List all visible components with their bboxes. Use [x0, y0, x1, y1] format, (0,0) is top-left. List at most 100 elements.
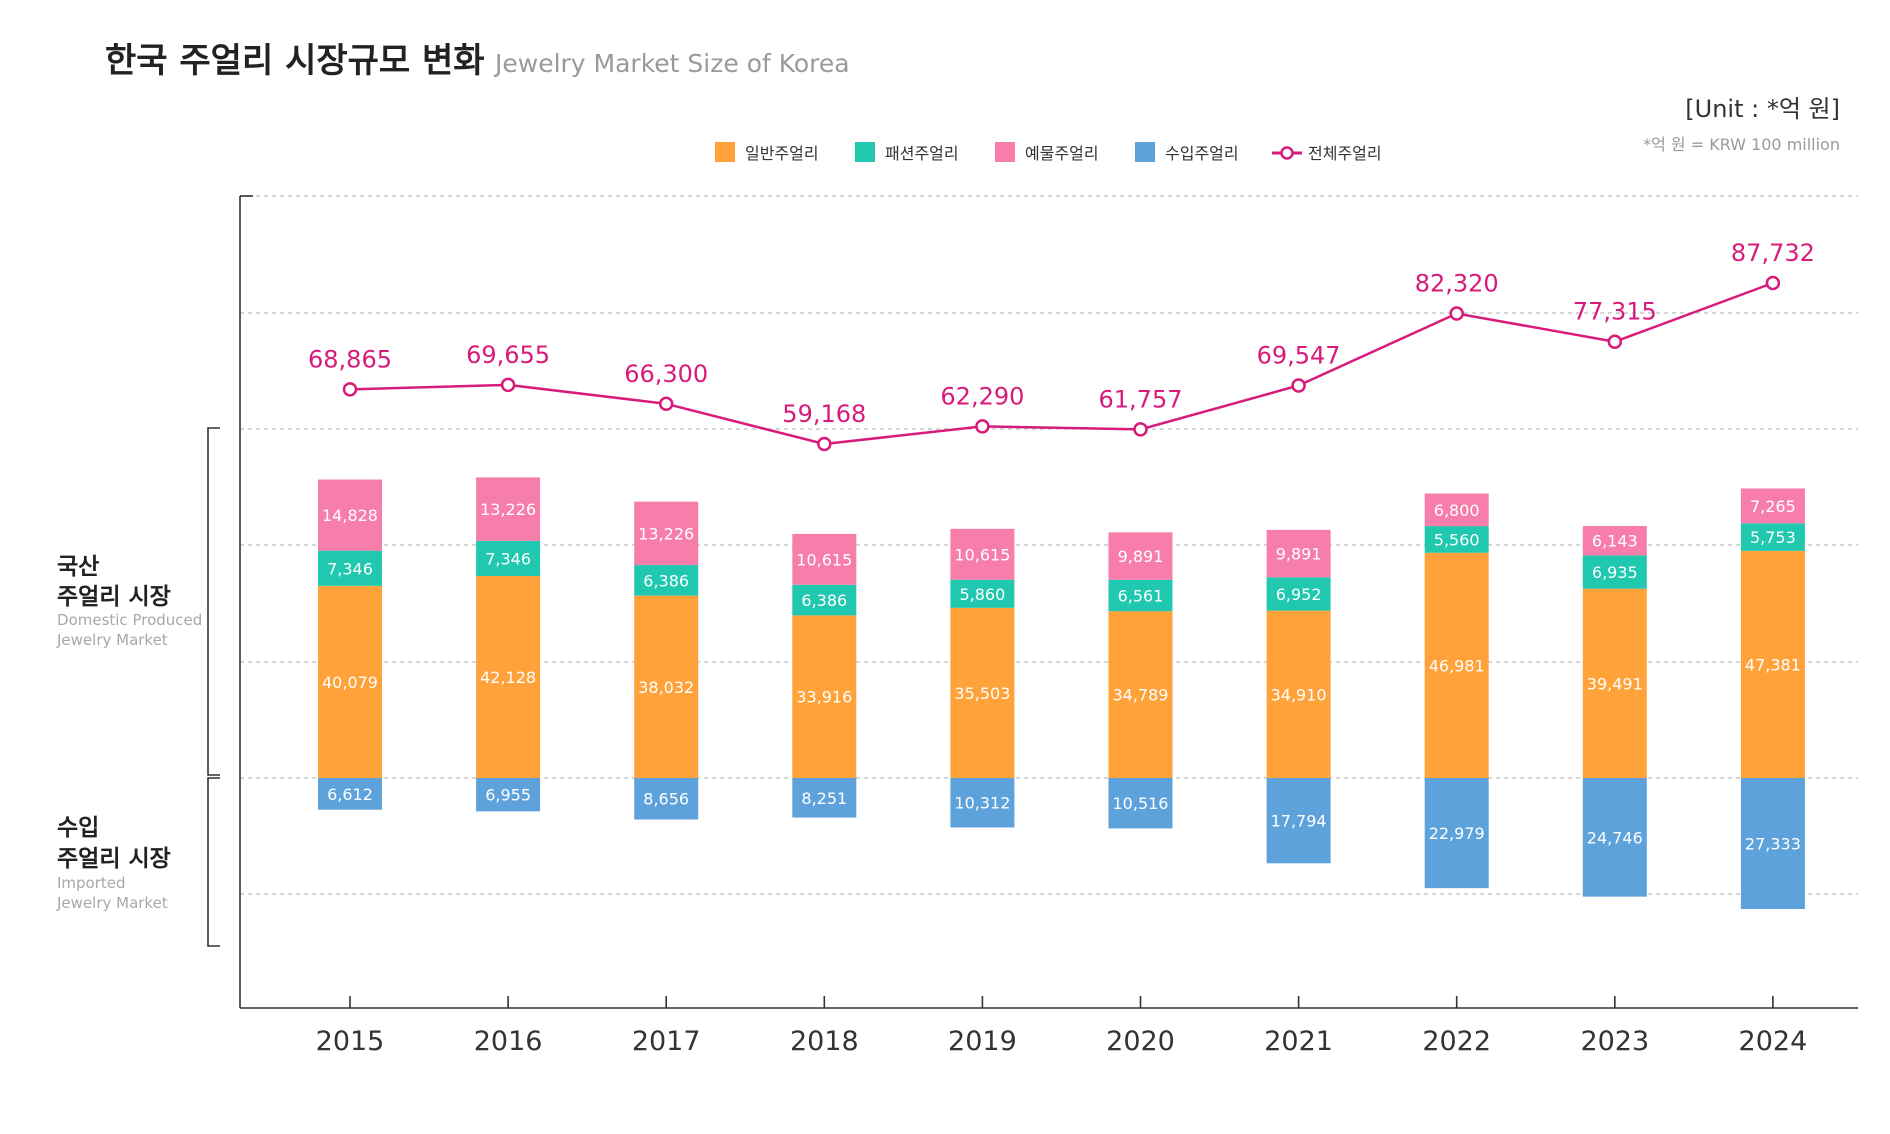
bar-wedding-2018 — [792, 533, 857, 585]
bar-fashion-2019 — [950, 579, 1015, 608]
x-tick-label-2024: 2024 — [1739, 1026, 1808, 1057]
total-label-2019: 62,290 — [940, 382, 1024, 410]
bar-general-2022 — [1424, 552, 1489, 778]
bar-imported-2021 — [1266, 778, 1331, 864]
bar-wedding-2024 — [1740, 488, 1805, 524]
legend-item-0: 일반주얼리 — [715, 142, 819, 163]
bar-label-wedding-2021: 9,891 — [1276, 545, 1322, 564]
bar-label-general-2021: 34,910 — [1271, 685, 1327, 704]
imported-label-kr-1: 수입 — [57, 815, 99, 841]
bar-wedding-2015 — [318, 479, 382, 551]
x-axis-ticks — [349, 996, 1774, 1008]
bar-label-general-2020: 34,789 — [1113, 686, 1169, 705]
bar-label-imported-2019: 10,312 — [954, 794, 1010, 813]
bar-label-fashion-2020: 6,561 — [1118, 586, 1164, 605]
bar-wedding-2021 — [1266, 529, 1331, 578]
bar-label-fashion-2022: 5,560 — [1434, 530, 1480, 549]
bar-label-fashion-2018: 6,386 — [801, 591, 847, 610]
domestic-label-en-2: Jewelry Market — [56, 631, 168, 649]
domestic-label-kr-2: 주얼리 시장 — [57, 584, 171, 610]
bar-label-fashion-2024: 5,753 — [1750, 528, 1796, 547]
total-label-2018: 59,168 — [782, 400, 866, 428]
bar-label-wedding-2023: 6,143 — [1592, 532, 1638, 551]
bar-general-2019 — [950, 607, 1015, 778]
legend-label: 패션주얼리 — [885, 144, 959, 163]
imported-bracket — [207, 777, 220, 947]
bar-label-fashion-2019: 5,860 — [959, 585, 1005, 604]
bar-wedding-2017 — [634, 501, 699, 566]
bar-label-fashion-2017: 6,386 — [643, 571, 689, 590]
total-point-2021 — [1291, 378, 1306, 393]
domestic-label-en-1: Domestic Produced — [57, 611, 202, 629]
bar-imported-2020 — [1108, 778, 1173, 829]
legend-swatch — [995, 142, 1015, 162]
total-point-2022 — [1449, 306, 1464, 321]
x-tick-label-2019: 2019 — [948, 1026, 1017, 1057]
bar-label-general-2019: 35,503 — [954, 684, 1010, 703]
bar-label-fashion-2016: 7,346 — [485, 549, 531, 568]
domestic-bracket — [207, 427, 220, 776]
bar-general-2015 — [318, 585, 382, 778]
bar-imported-2016 — [476, 778, 541, 812]
x-tick-label-2023: 2023 — [1580, 1026, 1649, 1057]
legend-swatch — [1135, 142, 1155, 162]
x-tick-label-2022: 2022 — [1422, 1026, 1491, 1057]
legend-label: 수입주얼리 — [1165, 144, 1239, 163]
bar-series — [318, 477, 1805, 910]
legend-swatch — [715, 142, 735, 162]
chart-title: 한국 주얼리 시장규모 변화 — [105, 41, 485, 81]
chart-subtitle: Jewelry Market Size of Korea — [493, 49, 850, 78]
bar-label-imported-2017: 8,656 — [643, 790, 689, 809]
total-point-2024 — [1765, 275, 1781, 291]
bar-general-2023 — [1582, 588, 1647, 778]
x-tick-label-2021: 2021 — [1264, 1026, 1333, 1057]
total-point-2017 — [658, 396, 674, 412]
total-label-2021: 69,547 — [1257, 341, 1341, 369]
x-tick-label-2018: 2018 — [790, 1026, 859, 1057]
bar-general-2017 — [634, 595, 699, 778]
bar-label-wedding-2020: 9,891 — [1118, 547, 1164, 566]
unit-note: *억 원 = KRW 100 million — [1643, 135, 1840, 154]
bar-label-fashion-2021: 6,952 — [1276, 585, 1322, 604]
total-label-2016: 69,655 — [466, 341, 550, 369]
legend-item-2: 예물주얼리 — [995, 142, 1099, 163]
gridlines — [240, 195, 1858, 895]
total-series: 68,865 69,655 66,300 59,168 62,290 61,757 69,5… — [308, 239, 1815, 452]
bar-fashion-2017 — [634, 565, 699, 596]
legend-label: 일반주얼리 — [745, 144, 819, 163]
bar-label-imported-2016: 6,955 — [485, 786, 531, 805]
total-label-2017: 66,300 — [624, 360, 708, 388]
legend-label: 전체주얼리 — [1308, 144, 1382, 163]
bar-label-imported-2023: 24,746 — [1587, 828, 1643, 847]
bar-label-imported-2018: 8,251 — [801, 789, 847, 808]
legend-swatch — [855, 142, 875, 162]
imported-label-kr-2: 주얼리 시장 — [57, 846, 171, 872]
bar-imported-2015 — [318, 778, 382, 810]
bar-general-2021 — [1266, 610, 1331, 778]
total-label-2022: 82,320 — [1415, 270, 1499, 298]
bar-label-imported-2021: 17,794 — [1271, 812, 1327, 831]
total-label-2015: 68,865 — [308, 345, 392, 373]
x-tick-label-2015: 2015 — [316, 1026, 385, 1057]
unit-label: [Unit : *억 원] — [1685, 95, 1840, 123]
bar-label-general-2023: 39,491 — [1587, 674, 1643, 693]
bar-wedding-2020 — [1108, 532, 1173, 580]
bar-imported-2024 — [1740, 778, 1805, 910]
total-point-2016 — [500, 377, 516, 393]
x-tick-label-2016: 2016 — [474, 1026, 543, 1057]
bar-wedding-2022 — [1424, 493, 1489, 527]
bar-label-general-2024: 47,381 — [1745, 655, 1801, 674]
bar-label-general-2018: 33,916 — [796, 688, 852, 707]
imported-label-en-2: Jewelry Market — [56, 894, 168, 912]
bar-imported-2022 — [1424, 778, 1489, 889]
bar-label-wedding-2017: 13,226 — [638, 524, 694, 543]
legend: 일반주얼리 패션주얼리 예물주얼리 수입주얼리 전체주얼리 — [715, 142, 1382, 163]
bar-label-wedding-2022: 6,800 — [1434, 501, 1480, 520]
bar-fashion-2021 — [1266, 577, 1331, 611]
bar-fashion-2020 — [1108, 579, 1173, 612]
legend-item-4: 전체주얼리 — [1272, 144, 1382, 163]
bar-label-wedding-2016: 13,226 — [480, 500, 536, 519]
bar-fashion-2022 — [1424, 526, 1489, 553]
total-label-2024: 87,732 — [1731, 239, 1815, 267]
